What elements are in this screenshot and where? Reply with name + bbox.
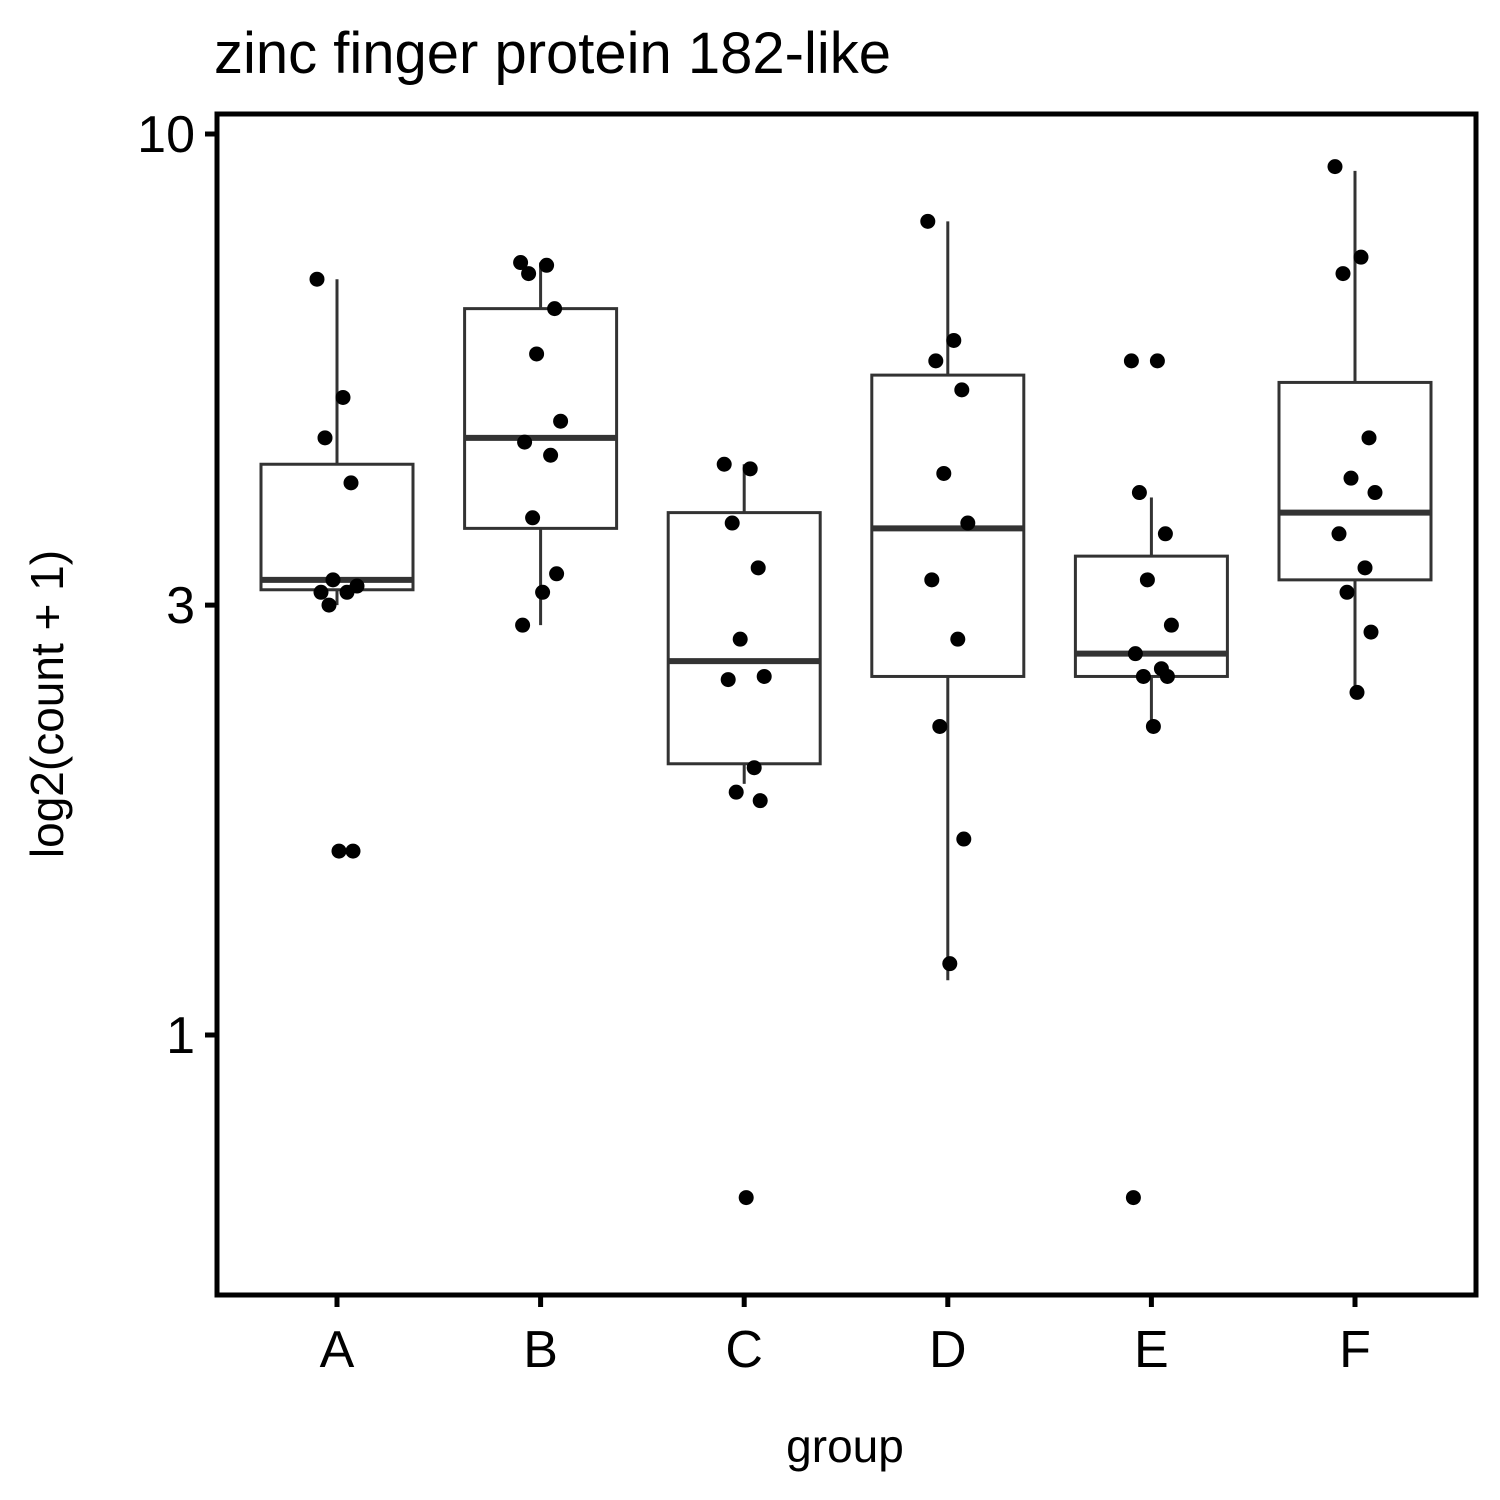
data-point-B-5 xyxy=(529,346,545,362)
data-point-D-3 xyxy=(928,353,944,369)
data-point-F-3 xyxy=(1335,266,1351,282)
data-point-C-8 xyxy=(746,760,762,776)
data-point-D-7 xyxy=(924,572,940,588)
data-point-B-4 xyxy=(547,301,563,317)
x-tick-label-D: D xyxy=(929,1321,967,1379)
y-tick-label-3: 3 xyxy=(166,577,195,635)
data-point-D-8 xyxy=(950,631,966,647)
chart-title: zinc finger protein 182-like xyxy=(214,21,891,86)
data-point-B-6 xyxy=(553,413,569,429)
data-point-C-1 xyxy=(716,456,732,472)
data-point-A-11 xyxy=(331,843,347,859)
data-point-C-3 xyxy=(724,515,740,531)
data-point-C-6 xyxy=(756,668,772,684)
x-tick-label-E: E xyxy=(1134,1321,1169,1379)
y-tick-label-10: 10 xyxy=(137,106,195,164)
data-point-E-11 xyxy=(1145,718,1161,734)
box-F xyxy=(1277,380,1433,582)
data-point-F-5 xyxy=(1343,470,1359,486)
data-point-E-9 xyxy=(1135,668,1151,684)
data-point-B-11 xyxy=(535,584,551,600)
data-point-E-1 xyxy=(1123,353,1139,369)
data-point-B-8 xyxy=(543,447,559,463)
data-point-B-3 xyxy=(521,266,537,282)
data-point-C-7 xyxy=(720,672,736,688)
data-point-F-4 xyxy=(1361,430,1377,446)
data-point-D-1 xyxy=(920,213,936,229)
data-point-F-7 xyxy=(1331,526,1347,542)
data-point-B-2 xyxy=(539,257,555,273)
data-point-C-2 xyxy=(742,461,758,477)
x-tick-label-F: F xyxy=(1339,1321,1371,1379)
data-point-B-1 xyxy=(513,255,529,271)
data-point-C-5 xyxy=(732,631,748,647)
data-point-E-2 xyxy=(1149,353,1165,369)
data-point-F-2 xyxy=(1353,249,1369,265)
data-point-B-10 xyxy=(549,566,565,582)
data-point-A-7 xyxy=(313,584,329,600)
data-point-E-12 xyxy=(1125,1190,1141,1206)
data-point-A-8 xyxy=(339,584,355,600)
data-point-F-11 xyxy=(1349,684,1365,700)
data-point-D-11 xyxy=(942,956,958,972)
y-axis-label: log2(count + 1) xyxy=(21,550,73,858)
data-point-F-10 xyxy=(1363,624,1379,640)
data-point-B-7 xyxy=(517,434,533,450)
data-point-E-4 xyxy=(1157,526,1173,542)
data-point-F-9 xyxy=(1339,584,1355,600)
data-point-E-5 xyxy=(1139,572,1155,588)
data-point-E-10 xyxy=(1159,668,1175,684)
data-point-A-4 xyxy=(343,475,359,491)
x-tick-label-B: B xyxy=(523,1321,558,1379)
x-tick-label-A: A xyxy=(320,1321,355,1379)
box-E xyxy=(1073,554,1229,678)
data-point-A-9 xyxy=(321,597,337,613)
y-tick-label-1: 1 xyxy=(166,1007,195,1065)
data-point-A-5 xyxy=(325,572,341,588)
data-point-C-4 xyxy=(750,560,766,576)
data-point-B-9 xyxy=(525,510,541,526)
data-point-A-10 xyxy=(345,843,361,859)
x-tick-label-C: C xyxy=(725,1321,763,1379)
plot-area: 1 3 10 A B C D E F xyxy=(137,106,1479,1379)
data-point-A-3 xyxy=(317,430,333,446)
data-point-D-4 xyxy=(954,382,970,398)
data-point-F-8 xyxy=(1357,560,1373,576)
data-point-E-6 xyxy=(1163,617,1179,633)
box-B xyxy=(463,307,619,530)
data-point-D-6 xyxy=(960,515,976,531)
data-point-E-3 xyxy=(1131,485,1147,501)
data-point-D-9 xyxy=(932,718,948,734)
data-point-C-10 xyxy=(752,793,768,809)
box-A xyxy=(259,462,415,592)
data-point-A-1 xyxy=(309,271,325,287)
data-point-E-7 xyxy=(1127,646,1143,662)
data-point-D-10 xyxy=(956,831,972,847)
box-C xyxy=(666,511,822,766)
data-point-D-2 xyxy=(946,332,962,348)
data-point-B-12 xyxy=(515,617,531,633)
data-point-D-5 xyxy=(936,465,952,481)
x-axis-label: group xyxy=(786,1420,904,1472)
data-point-C-9 xyxy=(728,784,744,800)
data-point-F-6 xyxy=(1367,485,1383,501)
data-point-F-1 xyxy=(1327,159,1343,175)
data-point-C-11 xyxy=(738,1190,754,1206)
data-point-A-2 xyxy=(335,389,351,405)
panel-border xyxy=(214,111,1479,1298)
